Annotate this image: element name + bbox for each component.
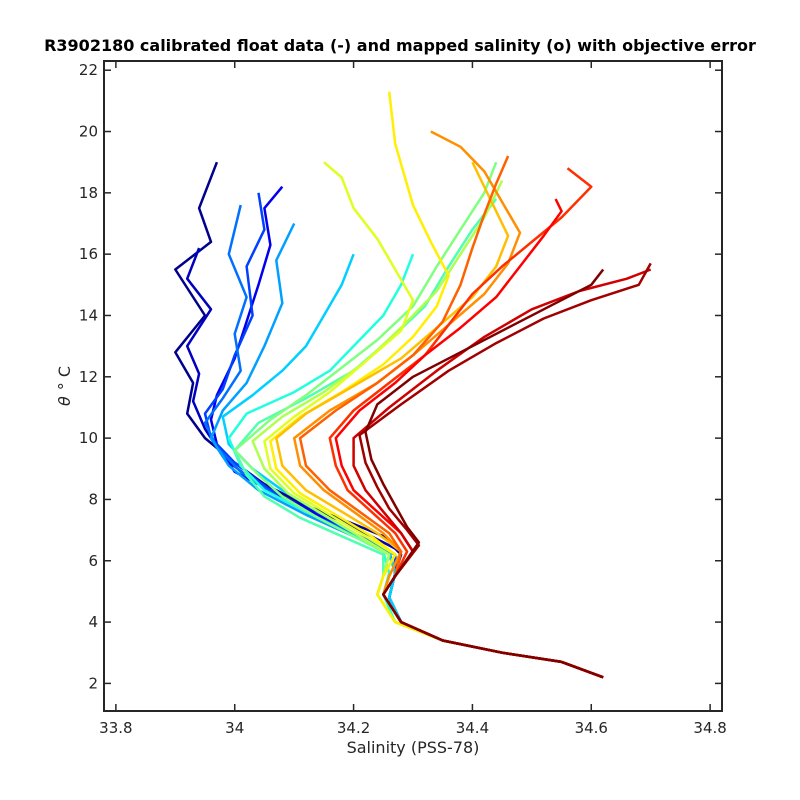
y-tick-label: 10 (79, 429, 98, 447)
profile-line-11 (263, 161, 604, 679)
plot-frame (103, 60, 723, 712)
y-axis-label-units: ° C (55, 366, 74, 390)
y-tick-label: 14 (79, 306, 98, 324)
y-tick-label: 22 (79, 61, 98, 79)
x-tick-label: 34.2 (337, 719, 370, 737)
profile-line-15 (298, 155, 604, 679)
x-tick-label: 33.8 (99, 719, 132, 737)
x-axis-label: Salinity (PSS-78) (347, 738, 480, 757)
y-axis-label: θ ° C (55, 366, 74, 406)
y-tick-label: 4 (88, 613, 98, 631)
y-tick-label: 20 (79, 123, 98, 141)
y-tick-label: 18 (79, 184, 98, 202)
y-axis-label-symbol: θ (55, 396, 74, 406)
y-tick-label: 6 (88, 552, 98, 570)
y-tick-label: 16 (79, 245, 98, 263)
profile-line-8 (233, 198, 604, 679)
profile-line-17 (334, 198, 604, 679)
axis-ticks: 33.8 34 34.2 34.4 34.6 34.8 2 4 6 8 10 12 14 16 18 20 22 (79, 61, 727, 737)
profile-line-20 (364, 268, 605, 679)
chart-title: R3902180 calibrated float data (-) and m… (44, 36, 756, 55)
profile-line-14 (292, 130, 604, 679)
x-tick-label: 34.6 (575, 719, 608, 737)
y-tick-label: 8 (88, 490, 98, 508)
x-tick-label: 34.8 (693, 719, 726, 737)
y-tick-label: 2 (88, 674, 98, 692)
x-tick-label: 34 (225, 719, 244, 737)
y-tick-label: 12 (79, 368, 98, 386)
profile-line-2 (209, 185, 604, 679)
x-tick-label: 34.4 (456, 719, 489, 737)
series-layer (174, 91, 652, 679)
profile-line-12 (269, 91, 604, 679)
